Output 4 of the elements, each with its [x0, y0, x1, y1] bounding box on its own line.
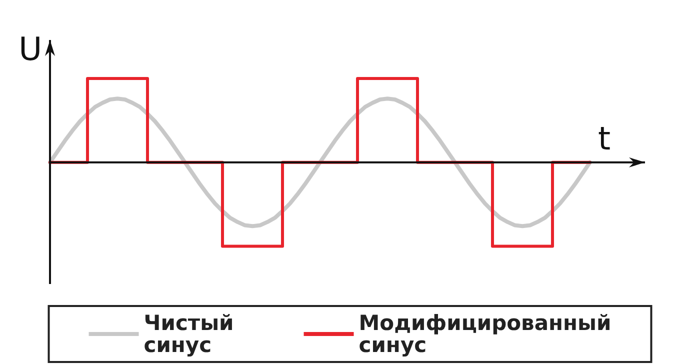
legend-label: Чистый синус	[144, 311, 234, 357]
x-axis-title: t	[598, 119, 611, 158]
y-axis-title: U	[18, 30, 42, 68]
legend-label: Модифицированный синус	[358, 311, 612, 357]
